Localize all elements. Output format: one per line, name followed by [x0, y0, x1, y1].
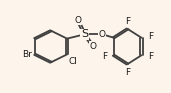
- Text: Br: Br: [22, 50, 32, 59]
- Text: F: F: [125, 68, 130, 77]
- Text: F: F: [125, 17, 130, 26]
- Text: F: F: [148, 52, 153, 61]
- Text: O: O: [74, 16, 81, 25]
- Text: F: F: [148, 32, 153, 41]
- Text: O: O: [99, 30, 106, 39]
- Text: F: F: [102, 52, 107, 61]
- Text: O: O: [90, 42, 97, 51]
- Text: S: S: [81, 29, 88, 39]
- Text: Cl: Cl: [69, 57, 78, 66]
